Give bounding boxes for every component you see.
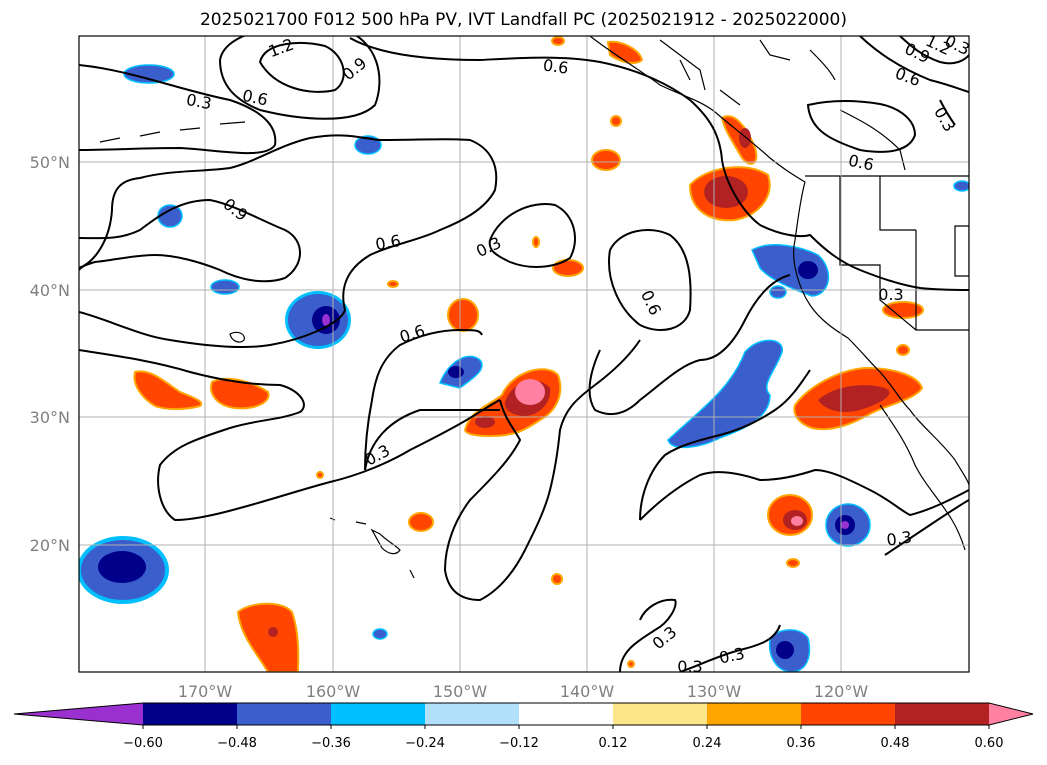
negative-anomaly-45N	[157, 204, 183, 228]
contour-label: 0.3	[677, 657, 702, 676]
positive-anomaly-13N-163W	[236, 602, 300, 672]
colorbar-tick-label: −0.36	[311, 736, 351, 751]
positive-anomaly-31N-118W	[793, 366, 924, 431]
lat-label-30N: 30°N	[30, 408, 70, 427]
plot-area	[79, 36, 969, 672]
colorbar-extend-min	[14, 703, 143, 725]
positive-anomaly-38N	[447, 298, 479, 332]
lat-label-20N: 20°N	[30, 536, 70, 555]
negative-anomaly-58N	[123, 64, 175, 84]
plot-frame	[78, 35, 970, 673]
lon-label-150W: 150°W	[433, 682, 488, 701]
pc-shading	[79, 36, 969, 672]
lon-label-130W: 130°W	[687, 682, 742, 701]
lon-label-170W: 170°W	[178, 682, 233, 701]
colorbar-segment	[613, 703, 708, 725]
colorbar-segment	[895, 703, 990, 725]
colorbar: −0.60 −0.48 −0.36 −0.24 −0.12 0.12 0.24 0.36 0.4…	[13, 702, 1034, 751]
coastlines	[99, 36, 969, 579]
lat-label-50N: 50°N	[30, 153, 70, 172]
colorbar-tick-label: −0.48	[217, 736, 257, 751]
graticule	[79, 36, 969, 672]
positive-anomaly-33N-175W	[133, 370, 203, 410]
lon-label-140W: 140°W	[560, 682, 615, 701]
contour-label: 0.6	[542, 55, 570, 77]
longitude-labels: 170°W 160°W 150°W 140°W 130°W 120°W	[178, 682, 869, 701]
lon-label-120W: 120°W	[814, 682, 869, 701]
colorbar-tick-label: −0.24	[405, 736, 445, 751]
contour-label: 0.3	[717, 644, 746, 668]
negative-anomaly-42N-125W	[751, 244, 830, 297]
contour-label: 0.6	[241, 86, 270, 110]
colorbar-tick-label: −0.12	[499, 736, 539, 751]
negative-anomaly-51N	[354, 135, 382, 155]
colorbar-tick-label: 0.48	[881, 736, 910, 751]
colorbar-extend-max	[989, 703, 1033, 725]
negative-anomaly-13N-124W	[768, 629, 811, 672]
latitude-labels: 50°N 40°N 30°N 20°N	[30, 153, 70, 555]
map-title: 2025021700 F012 500 hPa PV, IVT Landfall…	[199, 10, 847, 30]
colorbar-tick-label: −0.60	[123, 736, 163, 751]
colorbar-segment	[143, 703, 238, 725]
lat-label-40N: 40°N	[30, 281, 70, 300]
negative-anomaly-21N-120W	[825, 503, 871, 547]
contour-label: 0.3	[885, 527, 913, 549]
colorbar-segment	[331, 703, 426, 725]
colorbar-tick-label: 0.24	[693, 736, 722, 751]
positive-anomaly-30N-145W	[463, 368, 562, 438]
colorbar-tick-label: 0.36	[787, 736, 816, 751]
negative-anomaly-20N-177W	[79, 536, 169, 604]
positive-anomaly-32N-167W	[210, 377, 270, 410]
contour-label: 0.3	[185, 90, 213, 113]
colorbar-segment	[425, 703, 520, 725]
colorbar-segment	[801, 703, 896, 725]
negative-anomaly-32N-130W	[667, 339, 783, 449]
colorbar-tick-label: 0.12	[599, 736, 628, 751]
contour-label: 0.3	[878, 285, 903, 304]
colorbar-segment	[707, 703, 802, 725]
colorbar-ticks: −0.60 −0.48 −0.36 −0.24 −0.12 0.12 0.24 0.36 0.4…	[123, 725, 1003, 751]
colorbar-segment	[237, 703, 332, 725]
colorbar-tick-label: 0.60	[975, 736, 1004, 751]
contour-label: 0.6	[847, 151, 876, 175]
lon-label-160W: 160°W	[306, 682, 361, 701]
negative-anomaly-40N	[210, 279, 240, 295]
colorbar-segments	[14, 703, 1033, 725]
pv-contours	[79, 36, 969, 672]
contour-label: 0.6	[374, 231, 402, 254]
positive-anomaly-22N-124W	[767, 494, 813, 536]
colorbar-segment	[519, 703, 614, 725]
